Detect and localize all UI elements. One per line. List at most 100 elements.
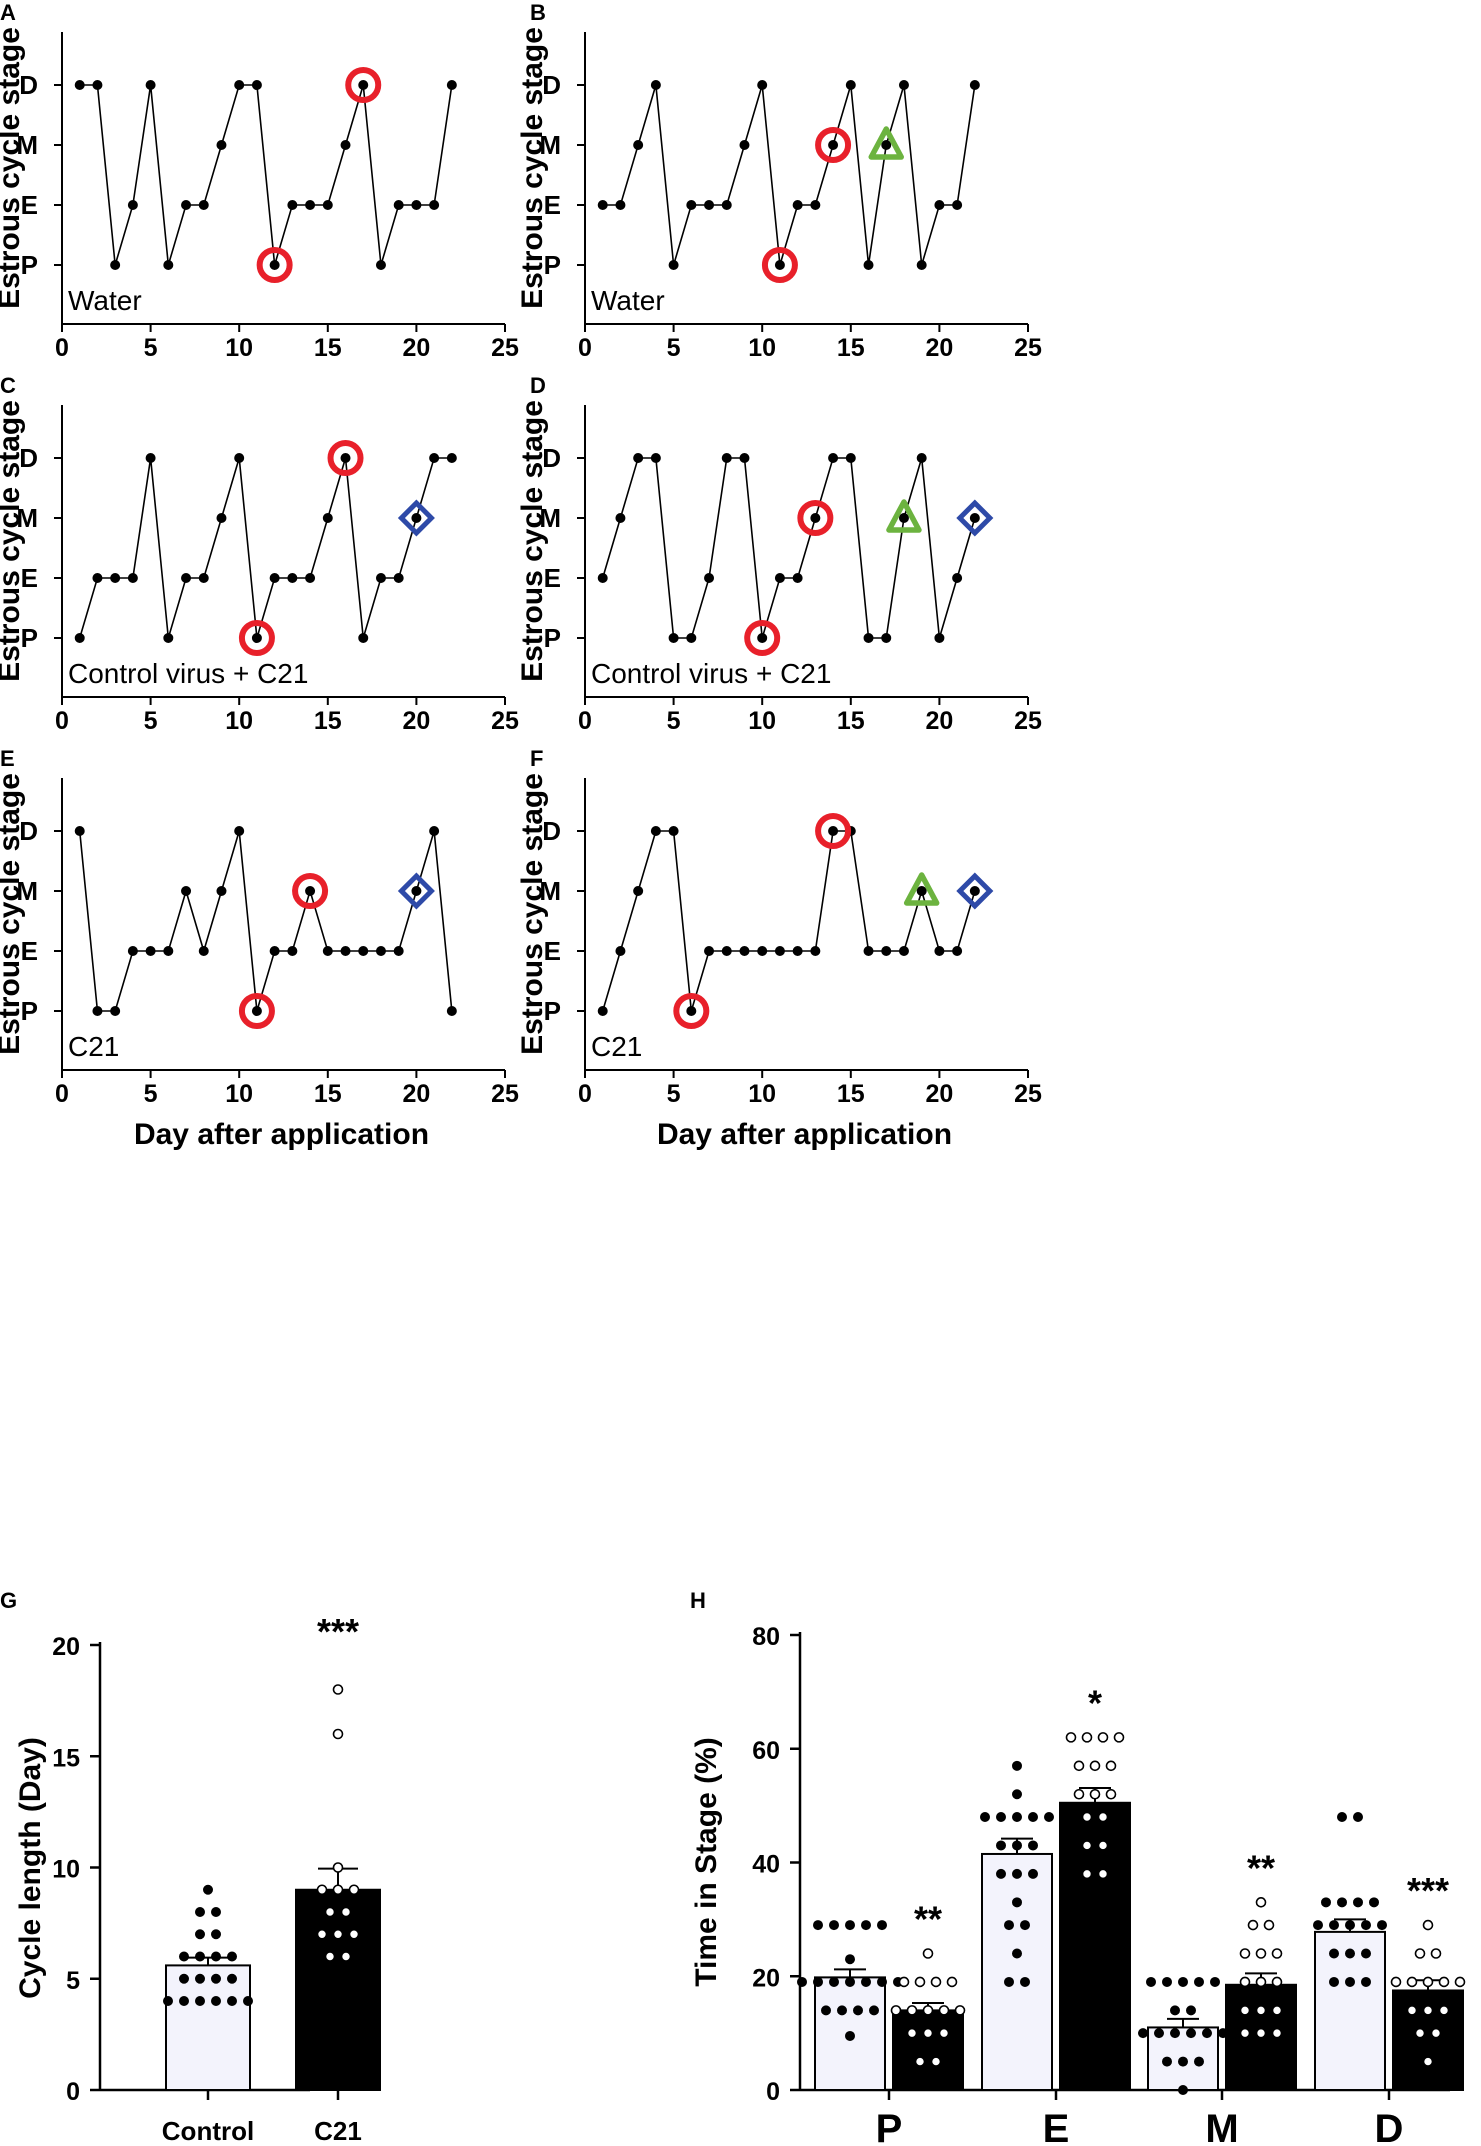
data-point [881, 633, 892, 643]
data-point [332, 1884, 344, 1896]
data-point [127, 200, 138, 210]
data-point [195, 1996, 205, 2006]
data-point [1081, 1840, 1093, 1851]
data-point [1028, 1868, 1038, 1879]
data-point [227, 1973, 237, 1984]
panel-letter: G [0, 1588, 17, 1613]
data-point [930, 2056, 942, 2067]
data-point [877, 1920, 887, 1931]
data-point [863, 260, 874, 270]
data-point [845, 80, 856, 90]
data-point [845, 1920, 855, 1931]
data-point [633, 140, 644, 150]
data-point [1178, 2056, 1188, 2067]
bar-c21-m [1225, 1983, 1297, 2091]
data-point [1255, 2005, 1267, 2016]
y-tick-label: P [544, 996, 561, 1026]
data-point [845, 2030, 855, 2041]
y-tick-label: 20 [752, 1964, 780, 1992]
data-point [1012, 1760, 1022, 1771]
data-point [181, 200, 192, 210]
data-point [1361, 1920, 1371, 1931]
data-point [1012, 1789, 1022, 1800]
data-point [704, 200, 715, 210]
y-tick-label: 40 [752, 1851, 780, 1879]
data-point [813, 1920, 823, 1931]
data-point [1162, 1976, 1172, 1987]
panel-h: H 0 20 40 60 80 Time in Stage (%) ** P * E ** M *** D [690, 1588, 1466, 2146]
data-point [216, 140, 227, 150]
data-point [1329, 1976, 1339, 1987]
data-point [1313, 1920, 1323, 1931]
y-tick-label: 10 [52, 1856, 80, 1884]
y-tick-label: P [21, 996, 38, 1026]
x-tick-label: 10 [225, 1080, 253, 1108]
data-point [1345, 1948, 1355, 1959]
data-point [650, 80, 661, 90]
x-tick-label: 10 [225, 334, 253, 362]
y-tick-label: 0 [766, 2078, 780, 2106]
data-point [1255, 1976, 1267, 1988]
significance-label: ** [1247, 1847, 1275, 1888]
data-point [195, 1973, 205, 1984]
data-point [792, 946, 803, 956]
data-point [1073, 1760, 1085, 1772]
data-point [922, 1948, 934, 1959]
data-point [1146, 1976, 1156, 1987]
data-point [1406, 1976, 1418, 1988]
data-point [881, 946, 892, 956]
data-point [828, 453, 839, 463]
condition-label: Control virus + C21 [591, 658, 831, 689]
x-tick-label: 15 [314, 334, 342, 362]
data-point [828, 826, 839, 836]
data-point [845, 453, 856, 463]
data-point [216, 513, 227, 523]
data-point [375, 573, 386, 583]
x-axis-title: Day after application [657, 1118, 952, 1151]
y-axis-title: Estrous cycle stage [516, 773, 549, 1055]
data-point [1239, 2027, 1251, 2039]
x-tick-label: 25 [491, 1080, 519, 1108]
data-point [92, 1006, 103, 1016]
x-tick-label: 20 [402, 1080, 430, 1108]
data-point [845, 1954, 855, 1965]
data-point [898, 513, 909, 523]
y-axis-title: Estrous cycle stage [0, 27, 26, 309]
data-point [1353, 1812, 1363, 1822]
data-point [1012, 1840, 1022, 1851]
data-point [211, 1929, 221, 1940]
x-axis-title: Day after application [134, 1118, 429, 1151]
data-point [332, 1862, 344, 1873]
data-point [411, 200, 422, 210]
panel-g: G 0 5 10 15 20 Cycle length (Day) Control C21 *** [0, 1588, 381, 2146]
x-tick-label: 15 [837, 1080, 865, 1108]
data-point [952, 946, 963, 956]
data-point [721, 946, 732, 956]
data-point [1089, 1788, 1101, 1800]
data-point [1271, 2005, 1283, 2016]
x-tick-label: 10 [748, 1080, 776, 1108]
data-point [348, 1928, 360, 1940]
y-tick-label: P [21, 250, 38, 280]
data-point [446, 80, 457, 90]
data-point [375, 946, 386, 956]
x-tick-label: 0 [55, 334, 69, 362]
y-axis-title: Estrous cycle stage [0, 400, 26, 682]
data-point [1263, 1919, 1275, 1931]
data-point [721, 200, 732, 210]
data-point [597, 200, 608, 210]
data-point [686, 1006, 697, 1016]
data-point [821, 2005, 831, 2016]
data-point [650, 826, 661, 836]
data-point [668, 826, 679, 836]
y-tick-label: M [539, 876, 561, 906]
data-point [757, 633, 768, 643]
data-point [869, 2005, 879, 2016]
x-tick-label: 0 [55, 1080, 69, 1108]
data-point [1361, 1948, 1371, 1959]
x-tick-label: 25 [491, 334, 519, 362]
y-tick-label: M [539, 130, 561, 160]
